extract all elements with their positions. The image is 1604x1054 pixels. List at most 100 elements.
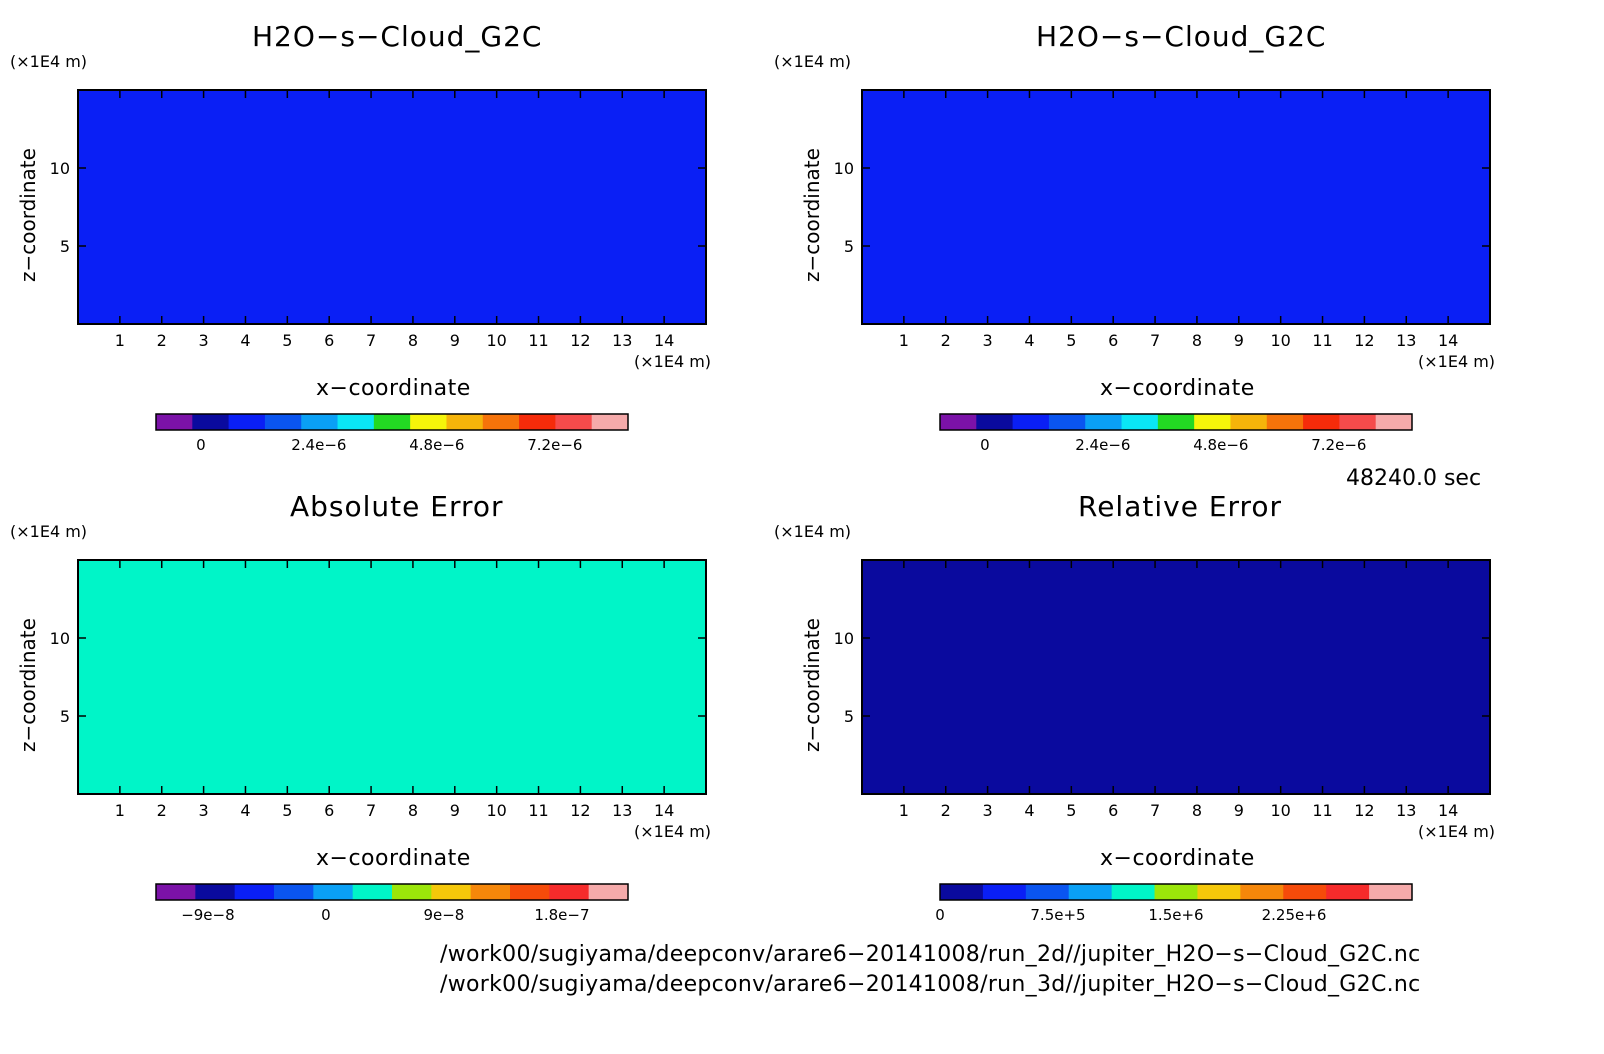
colorbar-segment [1197, 884, 1241, 900]
x-tick-label: 11 [528, 801, 548, 820]
colorbar-segment [976, 414, 1014, 430]
x-tick-label: 4 [1024, 801, 1034, 820]
colorbar-segment [228, 414, 266, 430]
x-tick-label: 3 [983, 801, 993, 820]
colorbar-tick-label: 7.2e−6 [1311, 436, 1366, 454]
colorbar-tick-label: 4.8e−6 [1193, 436, 1248, 454]
colorbar-segment [195, 884, 236, 900]
y-tick-label: 10 [50, 159, 70, 178]
colorbar-segment [1194, 414, 1231, 430]
colorbar-segment [1339, 414, 1377, 430]
colorbar-tick-label: 4.8e−6 [409, 436, 464, 454]
y-unit-label: (×1E4 m) [774, 52, 852, 71]
x-unit-label: (×1E4 m) [634, 822, 712, 841]
x-tick-label: 10 [1270, 801, 1290, 820]
x-axis-label: x−coordinate [1100, 846, 1255, 871]
x-tick-label: 7 [1150, 331, 1160, 350]
x-tick-label: 1 [115, 801, 125, 820]
x-axis-label: x−coordinate [316, 376, 471, 401]
colorbar-tick-label: 9e−8 [423, 906, 464, 924]
colorbar-segment [482, 414, 520, 430]
colorbar-tick-label: 7.2e−6 [527, 436, 582, 454]
plot-frame [77, 559, 707, 795]
file-path-2: /work00/sugiyama/deepconv/arare6−2014100… [440, 972, 1421, 997]
colorbar-segment [591, 414, 629, 430]
colorbar-segment [431, 884, 472, 900]
x-tick-label: 11 [1312, 801, 1332, 820]
x-tick-label: 6 [324, 331, 334, 350]
colorbar-frame [155, 413, 629, 431]
x-tick-label: 6 [1108, 331, 1118, 350]
colorbar-frame [939, 883, 1413, 901]
colorbar-tick-label: 1.5e+6 [1148, 906, 1203, 924]
colorbar-segment [1266, 414, 1304, 430]
x-tick-label: 5 [282, 801, 292, 820]
x-tick-label: 10 [1270, 331, 1290, 350]
chart-title: Absolute Error [290, 490, 504, 523]
x-tick-label: 6 [1108, 801, 1118, 820]
x-tick-label: 3 [199, 331, 209, 350]
colorbar-segment [1326, 884, 1370, 900]
colorbar-segment [470, 884, 511, 900]
colorbar-segment [510, 884, 550, 900]
colorbar-segment [301, 414, 339, 430]
colorbar-segment [1375, 414, 1413, 430]
y-tick-label: 5 [60, 707, 70, 726]
x-tick-label: 8 [408, 801, 418, 820]
x-tick-label: 12 [1354, 331, 1374, 350]
x-tick-label: 13 [612, 801, 632, 820]
colorbar-segment [1240, 884, 1284, 900]
colorbar-segment [313, 884, 354, 900]
time-label: 48240.0 sec [1346, 466, 1482, 491]
colorbar-segment [555, 414, 593, 430]
y-tick-label: 10 [834, 159, 854, 178]
plot-frame [861, 559, 1491, 795]
file-path-1: /work00/sugiyama/deepconv/arare6−2014100… [440, 942, 1421, 967]
x-tick-label: 9 [450, 331, 460, 350]
x-tick-label: 2 [157, 331, 167, 350]
x-unit-label: (×1E4 m) [1418, 352, 1496, 371]
colorbar-tick-label: −9e−8 [181, 906, 234, 924]
colorbar-tick-label: 2.4e−6 [1075, 436, 1130, 454]
x-tick-label: 1 [899, 801, 909, 820]
y-tick-label: 5 [844, 237, 854, 256]
heatmap-field [78, 90, 706, 324]
x-tick-label: 14 [1438, 801, 1458, 820]
colorbar-tick-label: 2.25e+6 [1262, 906, 1327, 924]
x-tick-label: 12 [570, 331, 590, 350]
colorbar-tick-label: 0 [980, 436, 990, 454]
x-tick-label: 1 [115, 331, 125, 350]
colorbar-segment [352, 884, 393, 900]
y-unit-label: (×1E4 m) [774, 522, 852, 541]
y-tick-label: 10 [50, 629, 70, 648]
colorbar-segment [156, 884, 196, 900]
colorbar-segment [234, 884, 275, 900]
plot-frame [77, 89, 707, 325]
colorbar-segment [1085, 414, 1123, 430]
x-tick-label: 8 [408, 331, 418, 350]
x-tick-label: 2 [941, 801, 951, 820]
colorbar-segment [192, 414, 230, 430]
colorbar-frame [155, 883, 629, 901]
x-tick-label: 11 [1312, 331, 1332, 350]
x-tick-label: 12 [570, 801, 590, 820]
colorbar-segment [1025, 884, 1070, 900]
x-tick-label: 7 [366, 801, 376, 820]
x-unit-label: (×1E4 m) [1418, 822, 1496, 841]
colorbar-segment [982, 884, 1027, 900]
colorbar-tick-label: 1.8e−7 [534, 906, 589, 924]
x-tick-label: 8 [1192, 801, 1202, 820]
x-tick-label: 13 [612, 331, 632, 350]
x-tick-label: 14 [1438, 331, 1458, 350]
x-tick-label: 2 [157, 801, 167, 820]
colorbar-segment [156, 414, 193, 430]
x-tick-label: 10 [486, 801, 506, 820]
x-axis-label: x−coordinate [316, 846, 471, 871]
x-tick-label: 4 [240, 331, 250, 350]
x-tick-label: 11 [528, 331, 548, 350]
